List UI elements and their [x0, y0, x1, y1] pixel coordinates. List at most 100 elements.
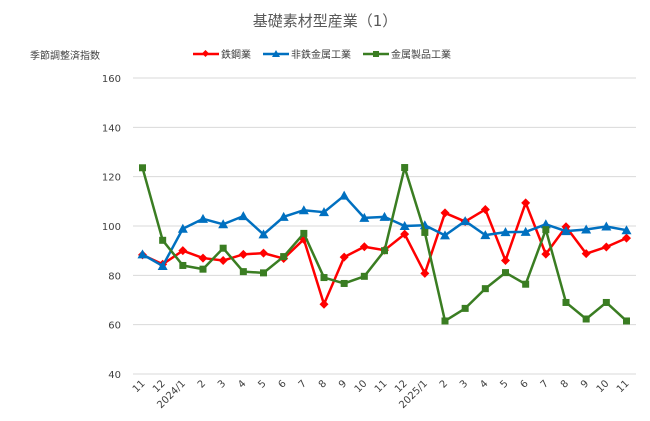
- triangle-marker-icon: [500, 227, 511, 237]
- triangle-marker-icon: [540, 219, 551, 229]
- legend-item-nonferrous: 非鉄金属工業: [263, 46, 351, 61]
- triangle-marker-icon: [379, 211, 390, 221]
- diamond-marker-icon: [400, 229, 410, 239]
- x-tick-label: 5: [256, 378, 268, 390]
- triangle-marker-icon: [198, 213, 208, 223]
- square-marker-icon: [502, 269, 509, 277]
- legend-item-metal-products: 金属製品工業: [363, 46, 451, 61]
- diamond-marker-icon: [581, 249, 591, 259]
- x-tick-label: 10: [353, 378, 370, 395]
- square-marker-icon: [381, 247, 388, 255]
- square-marker-icon: [602, 298, 610, 306]
- triangle-marker-icon: [298, 205, 309, 215]
- triangle-marker-icon: [480, 230, 491, 240]
- x-tick-label: 7: [539, 378, 551, 390]
- triangle-marker-icon: [137, 249, 148, 259]
- diamond-marker-icon: [319, 299, 329, 309]
- y-tick-label: 160: [102, 74, 121, 85]
- triangle-marker-icon: [258, 229, 269, 239]
- diamond-marker-icon: [359, 242, 369, 252]
- x-tick-label: 2: [438, 378, 450, 390]
- x-tick-label: 8: [317, 378, 329, 390]
- square-marker-icon: [300, 229, 308, 237]
- triangle-marker-icon: [581, 224, 592, 234]
- square-marker-icon: [219, 244, 227, 252]
- triangle-marker-icon: [460, 216, 471, 226]
- square-marker-icon: [562, 298, 570, 306]
- x-tick-label: 5: [498, 378, 510, 390]
- square-marker-icon: [179, 261, 187, 269]
- square-marker-icon: [542, 226, 550, 234]
- square-marker-icon: [280, 253, 288, 261]
- square-marker-icon: [239, 268, 247, 276]
- diamond-marker-icon: [601, 242, 611, 252]
- square-marker-icon: [623, 317, 630, 325]
- diamond-marker-icon: [420, 268, 430, 278]
- x-tick-label: 10: [595, 378, 612, 395]
- triangle-marker-icon: [561, 226, 571, 236]
- y-tick-label: 40: [108, 370, 121, 381]
- legend-nonferrous-triangle-icon: [263, 49, 289, 57]
- triangle-marker-icon: [339, 190, 350, 200]
- triangle-marker-icon: [399, 221, 410, 230]
- y-tick-label: 60: [108, 321, 121, 332]
- x-tick-label: 11: [373, 378, 390, 395]
- diamond-marker-icon: [259, 248, 268, 258]
- x-tick-label: 11: [131, 378, 148, 395]
- square-marker-icon: [421, 228, 429, 236]
- triangle-marker-icon: [157, 260, 168, 270]
- square-marker-icon: [461, 304, 469, 312]
- triangle-marker-icon: [319, 207, 329, 217]
- diamond-marker-icon: [198, 253, 208, 263]
- diamond-marker-icon: [480, 204, 490, 214]
- square-marker-icon: [582, 315, 590, 323]
- diamond-marker-icon: [622, 233, 631, 243]
- y-axis-unit-label: 季節調整済指数: [30, 51, 100, 62]
- legend-label-steel: 鉄鋼業: [221, 50, 251, 61]
- legend-label-metal-products: 金属製品工業: [391, 50, 451, 61]
- triangle-marker-icon: [621, 225, 632, 235]
- square-marker-icon: [441, 317, 449, 325]
- legend-label-nonferrous: 非鉄金属工業: [291, 50, 351, 61]
- square-marker-icon: [360, 272, 368, 280]
- diamond-marker-icon: [238, 249, 248, 259]
- diamond-marker-icon: [541, 249, 551, 259]
- diamond-marker-icon: [178, 246, 188, 256]
- triangle-marker-icon: [520, 226, 531, 236]
- square-marker-icon: [320, 274, 328, 282]
- x-tick-label: 8: [559, 378, 571, 390]
- diamond-marker-icon: [501, 256, 510, 266]
- x-tick-label: 6: [519, 378, 531, 390]
- square-marker-icon: [401, 164, 409, 172]
- triangle-marker-icon: [177, 223, 188, 233]
- x-tick-label: 9: [337, 378, 349, 390]
- square-marker-icon: [199, 265, 207, 273]
- x-tick-label: 4: [478, 378, 490, 390]
- y-tick-label: 80: [108, 271, 121, 282]
- chart-title: 基礎素材型産業（1）: [252, 12, 398, 30]
- square-marker-icon: [159, 236, 167, 244]
- x-tick-label: 2: [196, 378, 208, 390]
- x-tick-label: 11: [615, 378, 632, 395]
- y-tick-label: 140: [102, 123, 121, 134]
- y-tick-label: 100: [102, 222, 121, 233]
- square-marker-icon: [139, 164, 146, 172]
- square-marker-icon: [260, 269, 267, 277]
- diamond-marker-icon: [218, 256, 228, 266]
- legend: 鉄鋼業 非鉄金属工業 金属製品工業: [193, 46, 463, 61]
- legend-metal-products-square-icon: [363, 50, 389, 57]
- x-tick-label: 6: [277, 378, 289, 390]
- legend-steel-diamond-icon: [193, 49, 219, 57]
- triangle-marker-icon: [601, 221, 612, 231]
- triangle-marker-icon: [359, 212, 370, 222]
- square-marker-icon: [340, 279, 348, 287]
- diamond-marker-icon: [521, 198, 531, 208]
- square-marker-icon: [522, 280, 530, 288]
- x-tick-label: 4: [236, 378, 248, 390]
- triangle-marker-icon: [238, 211, 249, 221]
- square-marker-icon: [481, 285, 489, 293]
- x-tick-label: 9: [579, 378, 591, 390]
- x-tick-label: 3: [458, 378, 470, 390]
- x-tick-label: 3: [216, 378, 228, 390]
